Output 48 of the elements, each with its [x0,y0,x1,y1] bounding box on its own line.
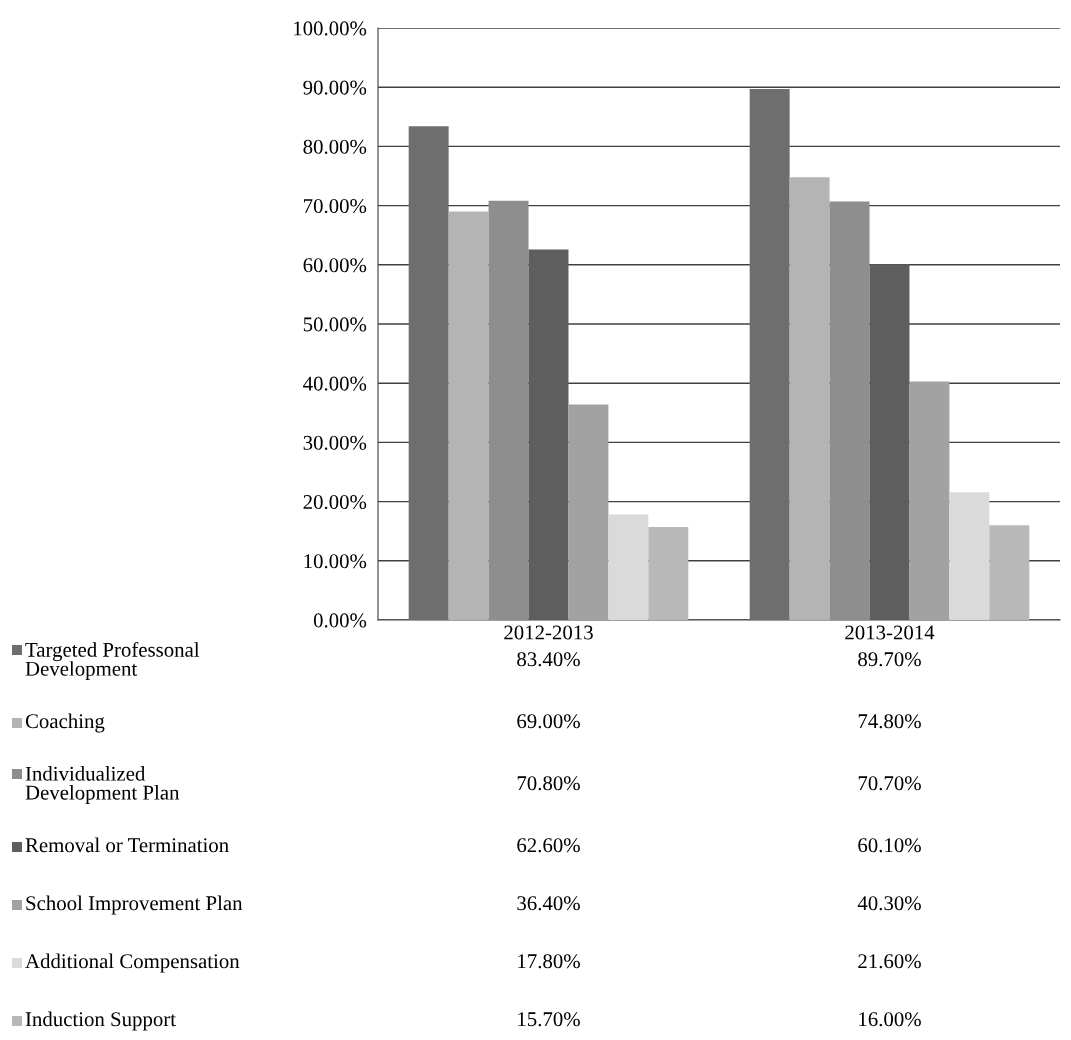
bar [829,201,870,620]
data-label: 16.00% [859,1012,921,1027]
data-label: 36.40% [517,896,580,911]
y-tick-label: 40.00% [303,376,367,391]
y-tick-label: 60.00% [303,258,367,273]
bar [789,177,830,620]
y-tick-label: 20.00% [303,494,367,510]
data-label: 21.60% [858,954,921,969]
data-label: 70.80% [517,776,580,791]
data-label: 69.00% [517,714,580,729]
y-tick-label: 10.00% [304,554,367,569]
x-tick-label: 2013-2014 [845,625,935,640]
bar [568,404,609,620]
data-label: 15.70% [518,1012,580,1027]
bar [869,264,910,620]
y-tick-label: 30.00% [303,435,367,450]
bar [648,527,689,620]
bar [448,211,489,620]
bar [949,492,990,620]
y-tick-label: 70.00% [304,198,367,214]
data-label: 40.30% [857,896,921,911]
data-label: 60.10% [858,838,921,853]
y-tick-label: 100.00% [294,21,367,36]
y-tick-label: 80.00% [303,139,367,154]
legend-label: Removal or Termination [25,837,229,853]
data-label: 89.70% [858,652,921,667]
data-label: 83.40% [517,652,580,667]
legend-label: Targeted Professonal Development [25,641,200,681]
legend-label: Individualized Development Plan [25,766,180,804]
bar [408,126,449,620]
legend-label: School Improvement Plan [26,895,243,915]
legend-label: Induction Support [25,1011,176,1031]
bar [909,381,950,620]
legend-label: Coaching [25,713,105,733]
legend-label: Additional Compensation [25,953,240,973]
y-tick-label: 0.00% [313,613,367,628]
data-label: 74.80% [858,714,921,729]
y-tick-label: 90.00% [303,80,367,95]
data-label: 62.60% [517,838,580,853]
x-tick-label: 2012-2013 [504,625,593,640]
bar [488,200,529,620]
y-tick-label: 50.00% [303,317,367,332]
data-label: 17.80% [518,954,580,969]
bar [528,249,569,620]
bar [749,88,790,620]
bar [989,525,1030,620]
bar [608,514,649,620]
data-label: 70.70% [858,776,921,791]
